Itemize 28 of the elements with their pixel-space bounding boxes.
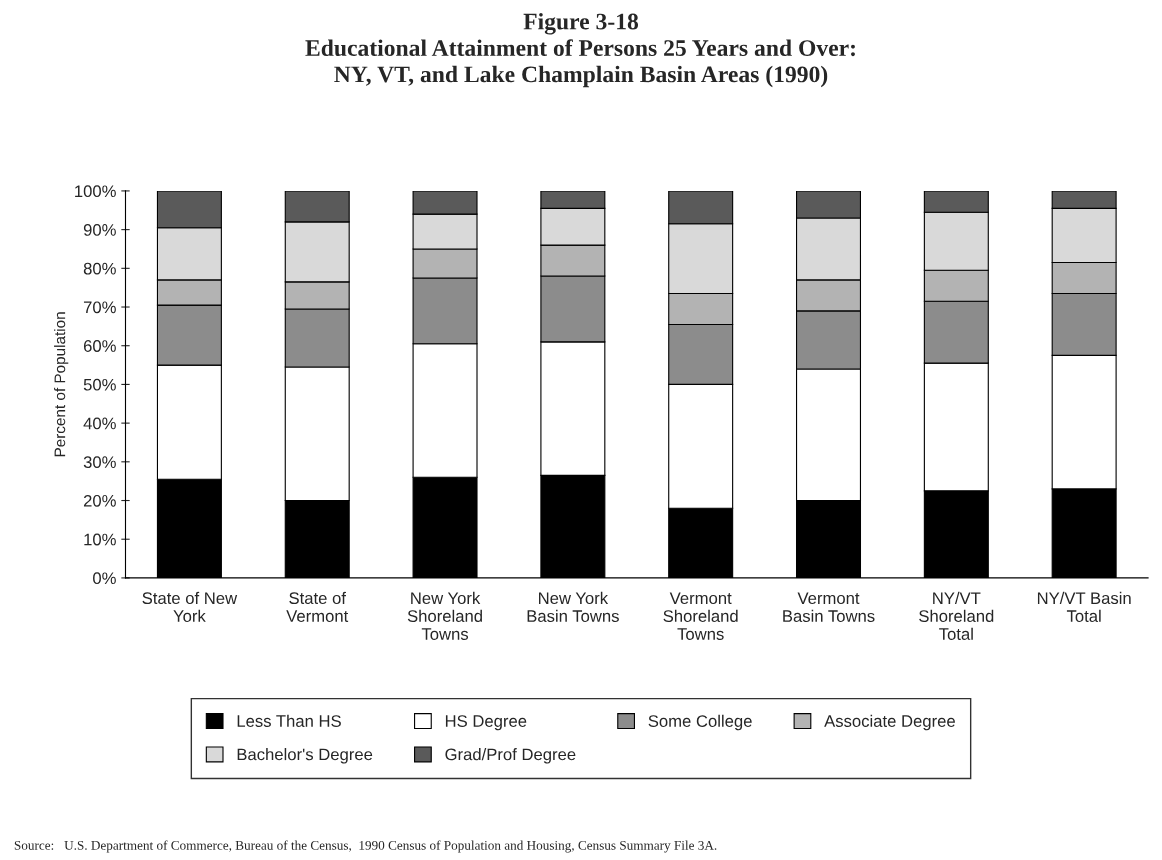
y-tick-label: 20%: [83, 494, 116, 507]
y-tick-label: 40%: [83, 417, 116, 430]
x-tick-label: New York Shoreland Towns: [407, 591, 482, 640]
y-tick-label: 0%: [93, 572, 116, 585]
legend-label: Less Than HS: [237, 714, 341, 727]
y-tick-label: 30%: [83, 456, 116, 469]
legend-label: Some College: [648, 714, 752, 731]
y-tick-label: 90%: [83, 224, 116, 236]
y-tick-label: 100%: [75, 185, 116, 198]
y-tick-label: 50%: [83, 378, 116, 391]
x-tick-label: Vermont Basin Towns: [783, 592, 875, 622]
y-axis-title: Percent of Population: [54, 312, 69, 457]
y-tick-label: 10%: [84, 533, 116, 546]
legend-label: HS Degree: [445, 715, 527, 731]
legend-label: Associate Degree: [824, 714, 955, 731]
x-tick-label: NY/VT Shoreland Total: [919, 591, 994, 640]
x-tick-label: New York Basin Towns: [527, 591, 619, 622]
legend-label: Bachelor's Degree: [237, 748, 373, 764]
y-tick-label: 70%: [83, 301, 116, 314]
x-tick-label: State of New York: [142, 591, 238, 622]
y-tick-label: 60%: [83, 340, 116, 352]
source-note: Source: U.S. Department of Commerce, Bureau of the Census, 1990 Census of Population and Housing, Census Summary File 3A.: [14, 840, 717, 853]
x-tick-label: State of Vermont: [286, 591, 349, 622]
chart-title: Figure 3-18 Educational Attainment of Persons 25 Years and Over: NY, VT, and Lake Champlain Basin Areas (1990): [305, 12, 855, 88]
y-tick-label: 80%: [83, 262, 116, 275]
x-tick-label: NY/VT Basin Total: [1037, 591, 1131, 622]
x-tick-label: Vermont Shoreland Towns: [663, 592, 738, 640]
legend-label: Grad/Prof Degree: [445, 748, 576, 764]
